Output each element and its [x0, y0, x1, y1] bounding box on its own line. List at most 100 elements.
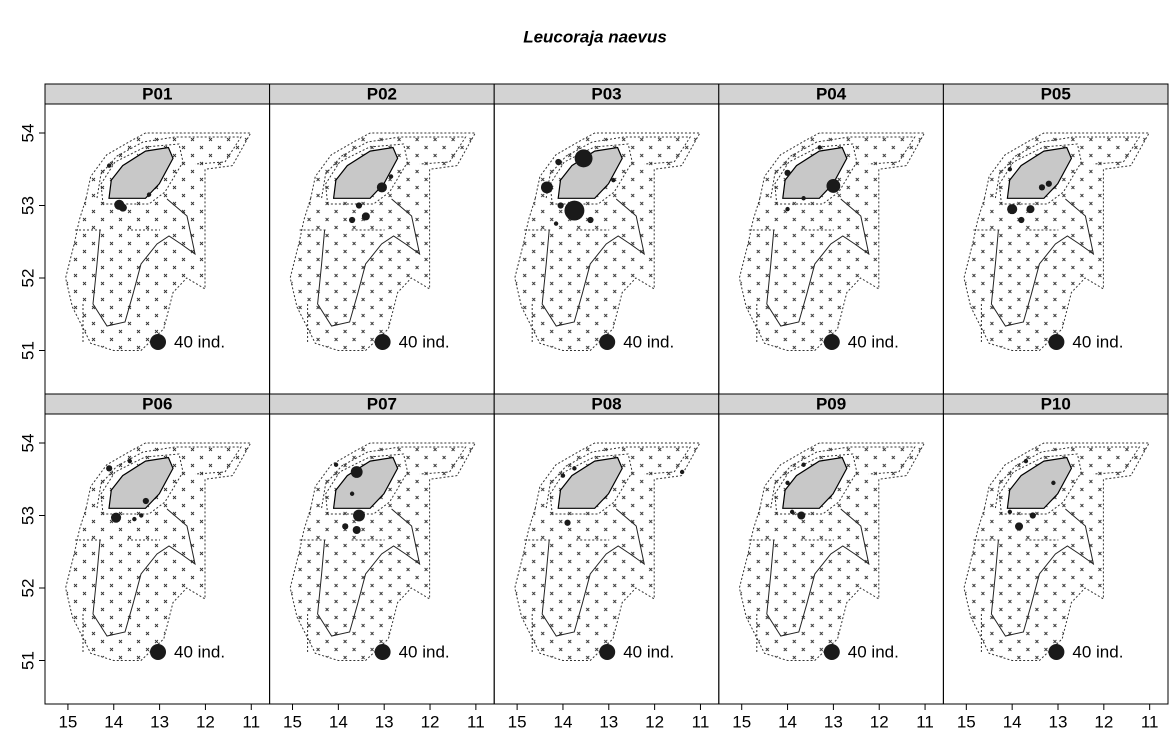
x-tick-label: 14 [329, 712, 348, 731]
legend-label: 40 ind. [848, 642, 899, 661]
x-tick-label: 15 [508, 712, 527, 731]
basemap [45, 104, 275, 364]
y-tick-label: 54 [18, 124, 37, 143]
panel [270, 414, 500, 674]
legend-label: 40 ind. [1072, 332, 1123, 351]
basemap [270, 104, 500, 364]
basemap [494, 414, 724, 674]
y-tick-label: 53 [18, 506, 37, 525]
panel [943, 104, 1169, 364]
bubble [784, 169, 791, 176]
x-tick-label: 13 [150, 712, 169, 731]
bubble [557, 202, 564, 209]
bubble [1051, 480, 1056, 486]
y-tick-label: 51 [18, 651, 37, 670]
legend-marker [599, 644, 616, 660]
x-tick-label: 12 [1094, 712, 1113, 731]
basemap [943, 414, 1169, 674]
x-tick-label: 14 [553, 712, 572, 731]
bubble [785, 206, 790, 212]
bubble [1045, 180, 1052, 187]
bubble [132, 516, 137, 522]
legend-marker [374, 334, 391, 350]
legend-label: 40 ind. [848, 332, 899, 351]
bubble [572, 466, 577, 471]
bubble [376, 182, 387, 193]
legend-label: 40 ind. [1072, 642, 1123, 661]
x-tick-label: 12 [645, 712, 664, 731]
bubble [540, 181, 553, 194]
bubble [801, 462, 806, 467]
x-tick-label: 15 [732, 712, 751, 731]
bubble [587, 216, 594, 224]
bubble [350, 466, 363, 478]
bubble [679, 469, 685, 475]
panel-label: P02 [367, 84, 397, 103]
chart-title: Leucoraja naevus [523, 27, 667, 46]
bubble [146, 192, 152, 197]
x-tick-label: 11 [242, 712, 260, 731]
bubble [110, 512, 122, 523]
bubble [574, 149, 593, 168]
panel-frame [942, 413, 1169, 705]
x-tick-label: 12 [196, 712, 215, 731]
legend-label: 40 ind. [174, 642, 225, 661]
panel-label: P04 [816, 84, 847, 103]
y-tick-label: 54 [18, 434, 37, 453]
bubble [1038, 184, 1046, 191]
x-tick-label: 13 [824, 712, 843, 731]
bubble [106, 163, 112, 168]
bubble [553, 221, 559, 226]
panel-label: P06 [142, 394, 172, 413]
legend-marker [1048, 334, 1065, 350]
bubble [801, 196, 806, 201]
x-tick-label: 11 [1141, 712, 1159, 731]
basemap [719, 104, 949, 364]
x-tick-label: 15 [957, 712, 976, 731]
bubble [139, 513, 144, 518]
bubble [349, 491, 355, 496]
x-tick-label: 11 [467, 712, 485, 731]
x-tick-label: 13 [375, 712, 394, 731]
bubble [353, 509, 365, 522]
bubble [564, 519, 571, 526]
x-tick-label: 13 [1049, 712, 1068, 731]
panel [719, 414, 949, 674]
x-tick-label: 13 [599, 712, 618, 731]
y-tick-label: 52 [18, 579, 37, 598]
bubble [118, 203, 127, 212]
bubble [349, 216, 356, 224]
basemap [494, 104, 724, 364]
legend-marker [374, 644, 391, 660]
y-tick-label: 52 [18, 269, 37, 288]
bubble [817, 145, 822, 150]
x-tick-label: 15 [283, 712, 302, 731]
panel [719, 104, 949, 364]
legend-label: 40 ind. [623, 642, 674, 661]
x-tick-label: 14 [104, 712, 123, 731]
y-tick-label: 51 [18, 341, 37, 360]
bubble [355, 202, 363, 209]
bubble [1026, 205, 1035, 214]
bubble [789, 509, 795, 515]
legend-marker [1048, 644, 1065, 660]
bubble [785, 480, 790, 486]
panel [494, 104, 724, 364]
panel-label: P09 [816, 394, 846, 413]
bubble [1007, 509, 1013, 515]
panel [943, 414, 1169, 674]
bubble [361, 212, 370, 221]
legend-marker [150, 334, 166, 350]
bubble [555, 158, 562, 166]
bubble [127, 458, 132, 464]
bubble [142, 497, 149, 505]
bubble [826, 178, 841, 193]
y-tick-label: 53 [18, 196, 37, 215]
bubble [1018, 216, 1025, 224]
x-tick-label: 11 [916, 712, 934, 731]
bubble [106, 465, 113, 472]
panel [45, 414, 275, 674]
legend-marker [823, 334, 840, 350]
basemap [270, 414, 500, 674]
